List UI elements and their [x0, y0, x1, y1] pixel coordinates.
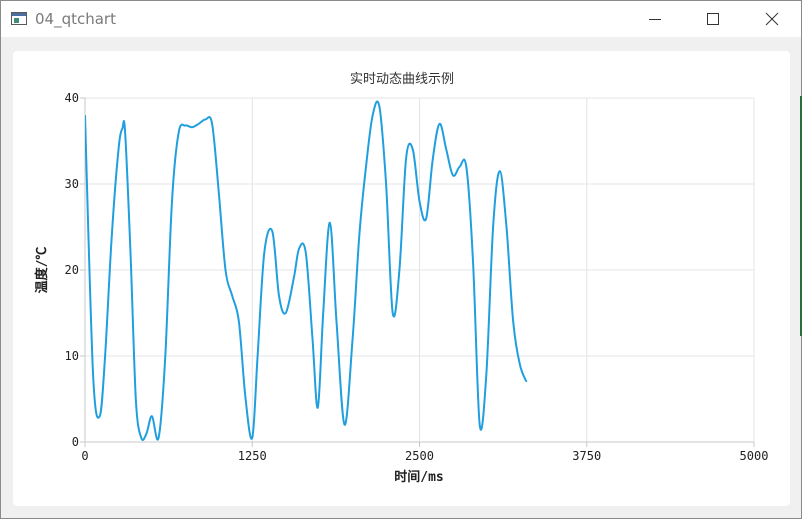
x-axis-label: 时间/ms [394, 469, 443, 485]
chart-panel: 实时动态曲线示例 0 1250 2500 3750 5000 0 10 20 30 40 时间/… [13, 51, 790, 506]
y-tick-label: 20 [65, 263, 79, 277]
x-tick-label: 0 [81, 449, 88, 463]
x-tick-label: 2500 [405, 449, 434, 463]
y-axis-label: 温度/℃ [34, 247, 50, 294]
y-tick-label: 30 [65, 177, 79, 191]
window-title: 04_qtchart [35, 10, 116, 28]
y-tick-label: 0 [72, 435, 79, 449]
minimize-icon [649, 19, 661, 20]
minimize-button[interactable] [627, 1, 685, 37]
chart-series [85, 100, 528, 441]
temperature-line [85, 100, 528, 441]
x-tick-label: 3750 [572, 449, 601, 463]
x-axis-ticks: 0 1250 2500 3750 5000 [81, 449, 768, 463]
chart-grid [85, 97, 755, 442]
maximize-button[interactable] [685, 1, 743, 37]
y-axis-ticks: 0 10 20 30 40 [65, 91, 79, 449]
chart-axes [80, 97, 755, 447]
background-edge [800, 96, 802, 336]
x-tick-label: 1250 [238, 449, 267, 463]
x-tick-label: 5000 [740, 449, 769, 463]
app-window-icon [11, 12, 27, 25]
title-bar[interactable]: 04_qtchart [1, 1, 801, 37]
y-tick-label: 10 [65, 349, 79, 363]
y-tick-label: 40 [65, 91, 79, 105]
line-chart: 实时动态曲线示例 0 1250 2500 3750 5000 0 10 20 30 40 时间/… [34, 72, 768, 485]
chart-title: 实时动态曲线示例 [350, 72, 454, 87]
close-button[interactable] [743, 1, 801, 37]
close-icon [765, 12, 779, 26]
maximize-icon [707, 13, 719, 25]
